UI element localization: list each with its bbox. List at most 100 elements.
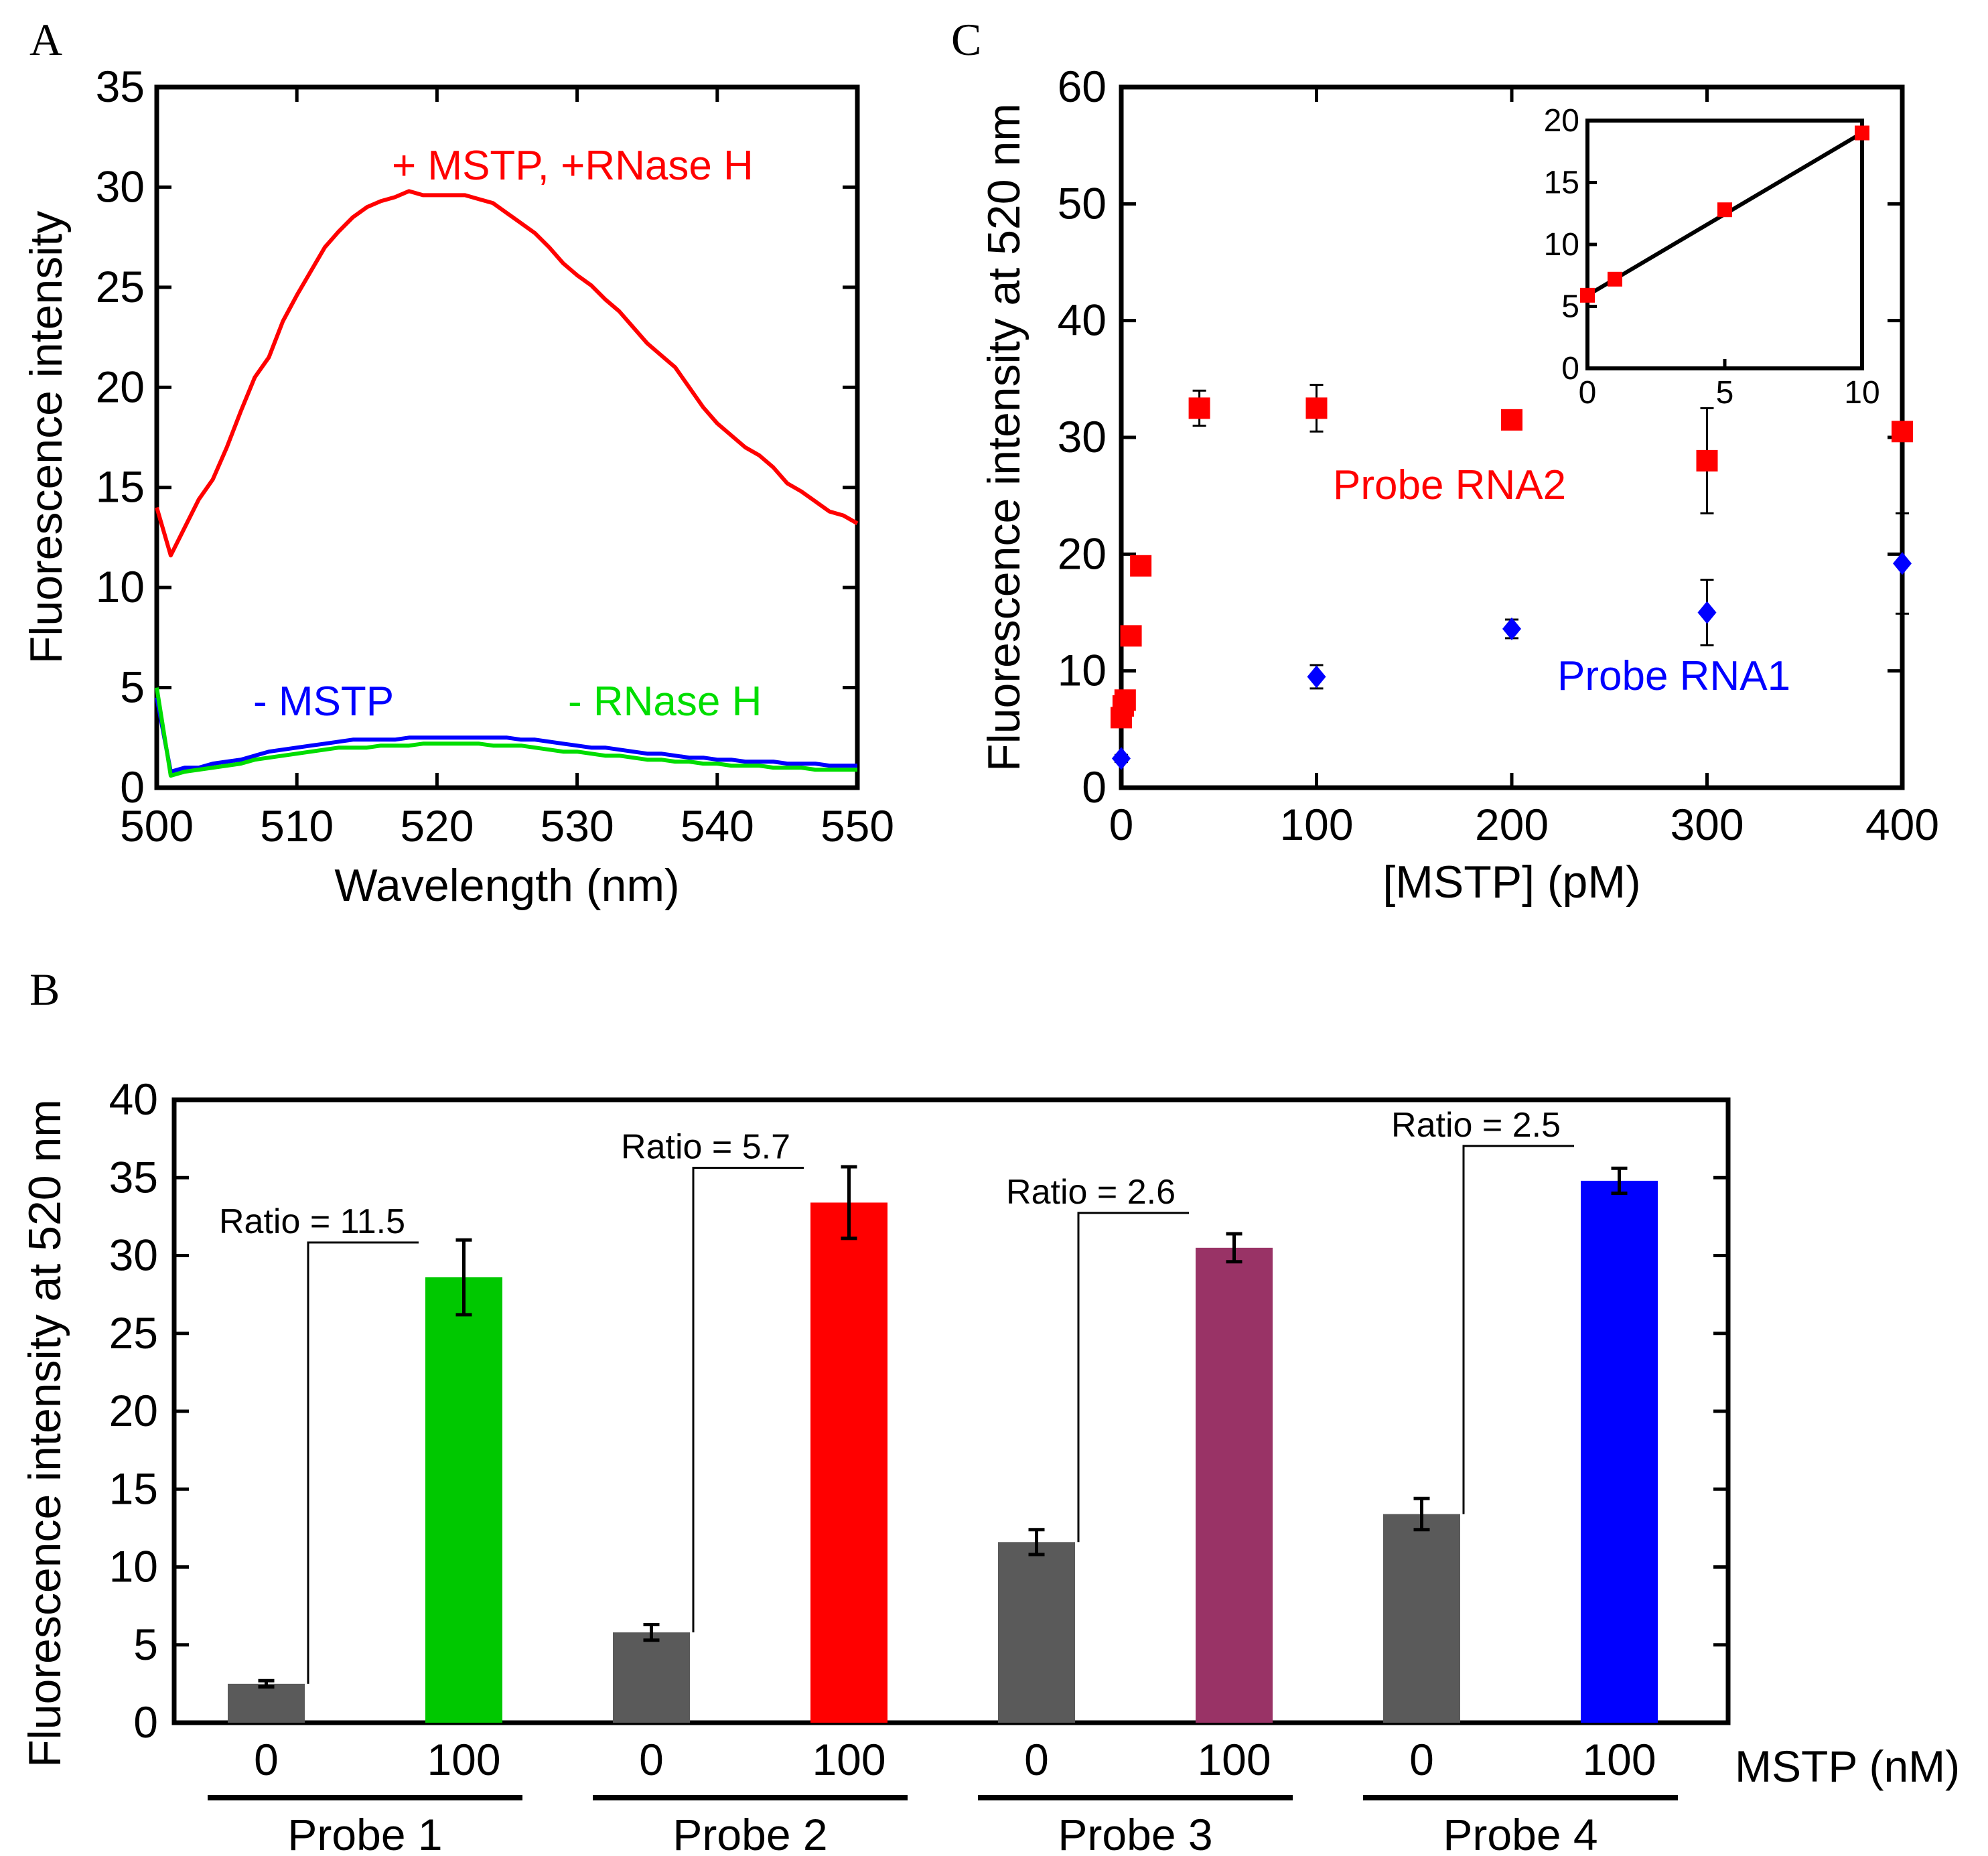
legend-probe-rna2: Probe RNA2	[1333, 462, 1566, 508]
x-unit-label: MSTP (nM)	[1735, 1741, 1960, 1791]
x-category-label: 0	[639, 1735, 664, 1784]
x-tick-label: 520	[400, 801, 474, 851]
group-label: Probe 2	[672, 1810, 827, 1856]
y-tick-label: 5	[133, 1620, 158, 1669]
data-point-probe-rna2	[1130, 555, 1152, 577]
x-category-label: 100	[427, 1735, 500, 1784]
x-category-label: 0	[254, 1735, 279, 1784]
y-tick-label: 10	[109, 1542, 158, 1591]
y-tick-label: 50	[1058, 178, 1107, 228]
bar-probe2-100	[810, 1202, 888, 1723]
x-tick-label: 510	[260, 801, 334, 851]
y-tick-label: 30	[1058, 412, 1107, 461]
group-label: Probe 4	[1443, 1810, 1598, 1856]
data-point-probe-rna2	[1114, 689, 1136, 711]
panel-a-ylabel: Fluorescence intensity	[21, 211, 72, 664]
bar-probe2-0	[613, 1632, 690, 1723]
y-tick-label: 30	[96, 161, 145, 211]
x-category-label: 100	[812, 1735, 885, 1784]
y-tick-label: 0	[1082, 762, 1107, 812]
group-label: Probe 1	[287, 1810, 442, 1856]
data-point-probe-rna1	[1697, 601, 1717, 624]
inset-data-point	[1717, 202, 1732, 218]
series-line-plus-mstp-rnaseh	[155, 189, 859, 558]
x-tick-label: 500	[120, 801, 194, 851]
x-tick-label: 550	[821, 801, 894, 851]
bar-probe1-100	[425, 1277, 502, 1723]
data-point-probe-rna1	[1893, 552, 1912, 575]
y-tick-label: 20	[109, 1386, 158, 1435]
ratio-bracket	[1462, 1145, 1574, 1514]
y-tick-label: 0	[120, 762, 145, 812]
panel-label-c: C	[951, 14, 981, 65]
y-tick-label: 15	[96, 462, 145, 512]
series-line-minus-mstp	[155, 697, 857, 774]
inset-data-point	[1608, 271, 1622, 287]
y-tick-label: 40	[1058, 295, 1107, 345]
bar-probe3-0	[998, 1542, 1075, 1723]
x-category-label: 100	[1582, 1735, 1656, 1784]
inset-y-tick-label: 5	[1561, 289, 1579, 325]
panel-b-frame	[171, 1097, 1731, 1725]
inset-x-tick-label: 10	[1844, 375, 1879, 411]
data-point-probe-rna2	[1892, 421, 1913, 443]
data-point-probe-rna2	[1305, 397, 1328, 419]
ratio-bracket	[307, 1241, 419, 1684]
panel-b-chart: 0 5 10 15 20 25 30 35 40 Ratio = 11.5 0 100 Probe 1…	[19, 1074, 1960, 1856]
panel-label-b: B	[29, 964, 60, 1015]
x-tick-label: 200	[1475, 800, 1549, 849]
panel-a-frame	[154, 84, 860, 790]
y-tick-label: 35	[96, 62, 145, 111]
x-tick-label: 530	[541, 801, 614, 851]
panel-c-xlabel: [MSTP] (pM)	[1382, 857, 1640, 908]
annotation-minus-rnaseh: - RNase H	[568, 679, 762, 725]
data-point-probe-rna2	[1501, 409, 1522, 431]
data-point-probe-rna2	[1696, 449, 1718, 472]
ratio-label: Ratio = 2.6	[1006, 1173, 1176, 1212]
panel-b-ylabel: Fluorescence intensity at 520 nm	[19, 1099, 70, 1768]
bar-probe3-100	[1196, 1247, 1273, 1723]
x-category-label: 100	[1197, 1735, 1271, 1784]
y-tick-label: 35	[109, 1152, 158, 1202]
legend-probe-rna1: Probe RNA1	[1557, 653, 1790, 699]
inset-y-tick-label: 10	[1544, 227, 1579, 263]
y-tick-label: 60	[1058, 62, 1107, 111]
panel-c-inset: 0 5 10 0 5 10 15 20	[1544, 103, 1880, 411]
panel-label-a: A	[29, 14, 62, 65]
bar-probe4-100	[1581, 1180, 1658, 1723]
inset-y-tick-label: 0	[1561, 351, 1579, 386]
y-tick-label: 15	[109, 1464, 158, 1513]
y-tick-label: 20	[96, 362, 145, 411]
series-line-minus-rnaseh	[155, 687, 857, 778]
inset-x-tick-label: 5	[1716, 375, 1734, 411]
inset-x-tick-label: 0	[1579, 375, 1597, 411]
x-tick-label: 300	[1670, 800, 1744, 849]
y-tick-label: 25	[109, 1308, 158, 1358]
y-tick-label: 10	[1058, 646, 1107, 695]
y-tick-label: 30	[109, 1230, 158, 1280]
annotation-plus-mstp-rnaseh: + MSTP, +RNase H	[392, 143, 754, 189]
panel-a-xlabel: Wavelength (nm)	[334, 860, 679, 911]
inset-y-tick-label: 20	[1544, 103, 1579, 139]
annotation-minus-mstp: - MSTP	[253, 679, 394, 725]
y-tick-label: 0	[133, 1697, 158, 1747]
y-tick-label: 5	[120, 662, 145, 712]
ratio-bracket	[692, 1166, 804, 1633]
data-point-probe-rna1	[1307, 665, 1326, 689]
x-tick-label: 0	[1109, 800, 1134, 849]
ratio-bracket	[1077, 1212, 1189, 1543]
inset-data-point	[1855, 125, 1869, 141]
inset-data-point	[1580, 287, 1595, 303]
x-tick-label: 100	[1279, 800, 1353, 849]
y-tick-label: 20	[1058, 528, 1107, 578]
ratio-label: Ratio = 5.7	[621, 1127, 790, 1166]
ratio-label: Ratio = 2.5	[1391, 1106, 1561, 1145]
panel-c-ylabel: Fluorescence intensity at 520 nm	[979, 103, 1030, 772]
group-label: Probe 3	[1058, 1810, 1212, 1856]
x-category-label: 0	[1024, 1735, 1049, 1784]
bar-probe4-0	[1383, 1514, 1460, 1723]
data-point-probe-rna1	[1502, 617, 1521, 640]
y-tick-label: 40	[109, 1074, 158, 1124]
